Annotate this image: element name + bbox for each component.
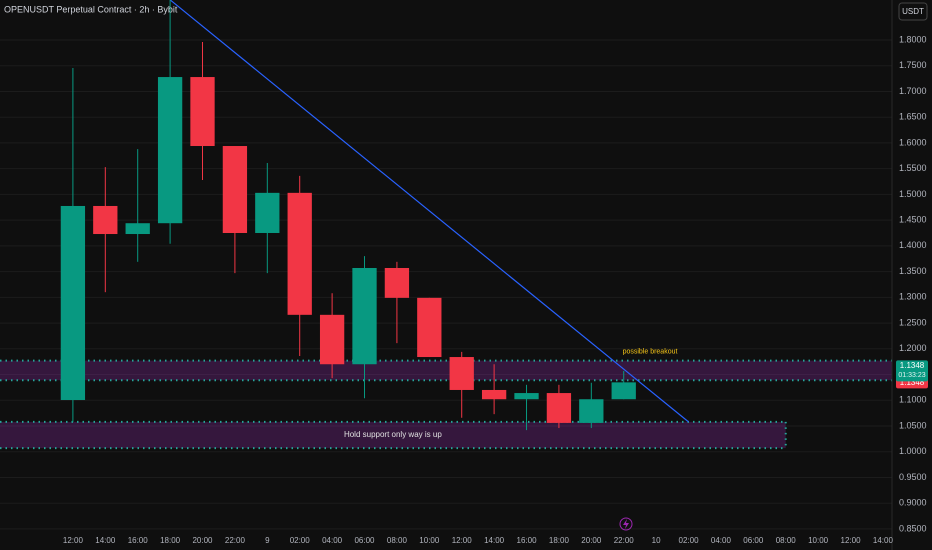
x-tick-label: 02:00 (290, 536, 311, 545)
y-tick-label: 1.4500 (899, 215, 927, 225)
x-tick-label: 12:00 (841, 536, 862, 545)
x-tick-label: 9 (265, 536, 270, 545)
candle-body (514, 393, 539, 400)
replay-icon[interactable] (619, 517, 633, 531)
candle-body (352, 267, 377, 365)
last-price-box (896, 360, 928, 382)
candle-body (287, 192, 312, 315)
y-tick-label: 1.7500 (899, 60, 927, 70)
y-tick-label: 1.4000 (899, 240, 927, 250)
zone-label: Hold support only way is up (344, 430, 442, 439)
x-tick-label: 08:00 (776, 536, 797, 545)
y-tick-label: 0.8500 (899, 523, 927, 533)
y-tick-label: 1.0500 (899, 420, 927, 430)
x-tick-label: 20:00 (581, 536, 602, 545)
x-tick-label: 14:00 (95, 536, 116, 545)
x-tick-label: 22:00 (225, 536, 246, 545)
y-tick-label: 1.5000 (899, 189, 927, 199)
x-tick-label: 08:00 (387, 536, 408, 545)
x-tick-label: 22:00 (614, 536, 635, 545)
x-tick-label: 04:00 (322, 536, 343, 545)
x-tick-label: 14:00 (484, 536, 505, 545)
candle-body (417, 297, 442, 358)
y-tick-label: 1.1000 (899, 395, 927, 405)
candle-body (190, 77, 215, 147)
x-tick-label: 04:00 (711, 536, 732, 545)
candle-body (546, 393, 572, 423)
candle-body (125, 223, 150, 235)
x-tick-label: 14:00 (873, 536, 894, 545)
x-tick-label: 10 (652, 536, 661, 545)
x-tick-label: 18:00 (160, 536, 181, 545)
y-tick-label: 1.3500 (899, 266, 927, 276)
x-tick-label: 10:00 (419, 536, 440, 545)
plot-area (0, 0, 892, 530)
candle-body (384, 267, 410, 298)
y-tick-label: 1.6500 (899, 112, 927, 122)
x-tick-label: 10:00 (808, 536, 829, 545)
x-tick-label: 06:00 (743, 536, 764, 545)
x-tick-label: 12:00 (452, 536, 473, 545)
x-tick-label: 16:00 (128, 536, 149, 545)
x-tick-label: 06:00 (354, 536, 375, 545)
chart-title: OPENUSDT Perpetual Contract · 2h · Bybit (4, 4, 178, 14)
y-tick-label: 1.2500 (899, 317, 927, 327)
y-tick-label: 1.7000 (899, 86, 927, 96)
currency-button[interactable] (898, 2, 928, 21)
candle-body (60, 205, 86, 401)
candle-body (449, 357, 474, 390)
countdown-label: 01:33:23 (898, 372, 925, 379)
y-tick-label: 1.3000 (899, 292, 927, 302)
x-tick-label: 20:00 (192, 536, 213, 545)
y-tick-label: 1.5500 (899, 163, 927, 173)
x-tick-label: 16:00 (517, 536, 538, 545)
y-tick-label: 0.9000 (899, 498, 927, 508)
x-tick-label: 18:00 (549, 536, 570, 545)
last-price-label: 1.1348 (900, 361, 925, 370)
candle-body (157, 77, 183, 224)
x-tick-label: 12:00 (63, 536, 84, 545)
zone (0, 360, 892, 381)
currency-label[interactable]: USDT (902, 7, 924, 16)
candle-body (611, 382, 636, 400)
candle-body (481, 389, 507, 400)
candle-body (579, 399, 604, 423)
mark-price-label: 1.1348 (900, 378, 925, 387)
candle-body (319, 314, 345, 365)
y-tick-label: 1.8000 (899, 34, 927, 44)
y-tick-label: 0.9500 (899, 472, 927, 482)
y-tick-label: 1.2000 (899, 343, 927, 353)
annotation: possible breakout (623, 348, 678, 355)
candle-body (222, 146, 248, 233)
x-tick-label: 02:00 (679, 536, 700, 545)
trendline (169, 0, 689, 423)
y-tick-label: 1.6000 (899, 137, 927, 147)
y-tick-label: 1.0000 (899, 446, 927, 456)
candle-body (93, 205, 118, 235)
candle-body (255, 192, 280, 233)
zone (0, 421, 786, 449)
